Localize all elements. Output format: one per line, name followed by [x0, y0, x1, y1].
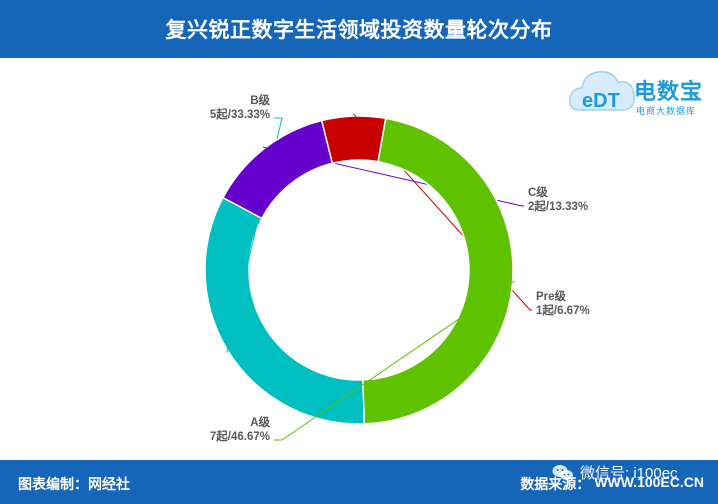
slice-value-label-1: 2起/13.33%	[528, 199, 588, 213]
footer-credit: 图表编制：网经社	[18, 476, 130, 492]
slice-name-label-2: Pre级	[536, 289, 567, 303]
slice-value-label-2: 1起/6.67%	[536, 303, 590, 317]
slice-name-label-0: B级	[250, 93, 270, 107]
slice-name-label-1: C级	[528, 185, 548, 199]
leader-line-1	[262, 146, 524, 207]
slice-3	[362, 117, 514, 425]
slice-value-label-0: 5起/33.33%	[210, 107, 270, 121]
source-label: 数据来源：	[520, 476, 591, 492]
title-bar: 复兴锐正数字生活领域投资数量轮次分布	[0, 0, 718, 58]
chart-title: 复兴锐正数字生活领域投资数量轮次分布	[165, 19, 553, 42]
slice-value-label-3: 7起/46.67%	[210, 429, 270, 443]
logo-tagline: 电商大数据库	[636, 106, 697, 116]
wechat-icon	[552, 464, 573, 480]
logo-name: 电数宝	[634, 79, 704, 104]
wechat-id: 微信号: i100ec	[552, 462, 678, 483]
leader-line-3	[274, 280, 515, 441]
slice-0	[204, 196, 366, 425]
source-url: WWW.100EC.CN	[594, 474, 704, 490]
slice-name-label-3: A级	[250, 415, 270, 429]
cloud-logo-icon: eDT	[568, 70, 635, 112]
wechat-label: 微信号: i100ec	[580, 465, 678, 482]
footer-source: 数据来源： WWW.100EC.CN	[520, 474, 704, 494]
logo: eDT 电数宝 电商大数据库	[566, 60, 714, 124]
footer-bar: 图表编制：网经社 数据来源： WWW.100EC.CN	[0, 460, 718, 504]
leader-line-0	[226, 117, 283, 353]
logo-mark: eDT	[582, 90, 620, 112]
leader-line-2	[353, 113, 532, 311]
